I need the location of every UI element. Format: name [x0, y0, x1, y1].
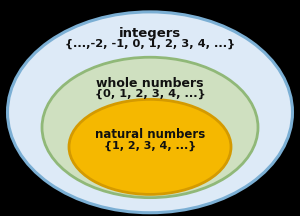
- Text: integers: integers: [119, 27, 181, 40]
- Ellipse shape: [8, 12, 292, 213]
- Text: {1, 2, 3, 4, ...}: {1, 2, 3, 4, ...}: [104, 141, 196, 151]
- Ellipse shape: [42, 57, 258, 198]
- Text: whole numbers: whole numbers: [96, 77, 204, 90]
- Text: {...,-2, -1, 0, 1, 2, 3, 4, ...}: {...,-2, -1, 0, 1, 2, 3, 4, ...}: [65, 39, 235, 49]
- Ellipse shape: [69, 99, 231, 194]
- Text: natural numbers: natural numbers: [95, 129, 205, 141]
- Text: {0, 1, 2, 3, 4, ...}: {0, 1, 2, 3, 4, ...}: [95, 89, 205, 99]
